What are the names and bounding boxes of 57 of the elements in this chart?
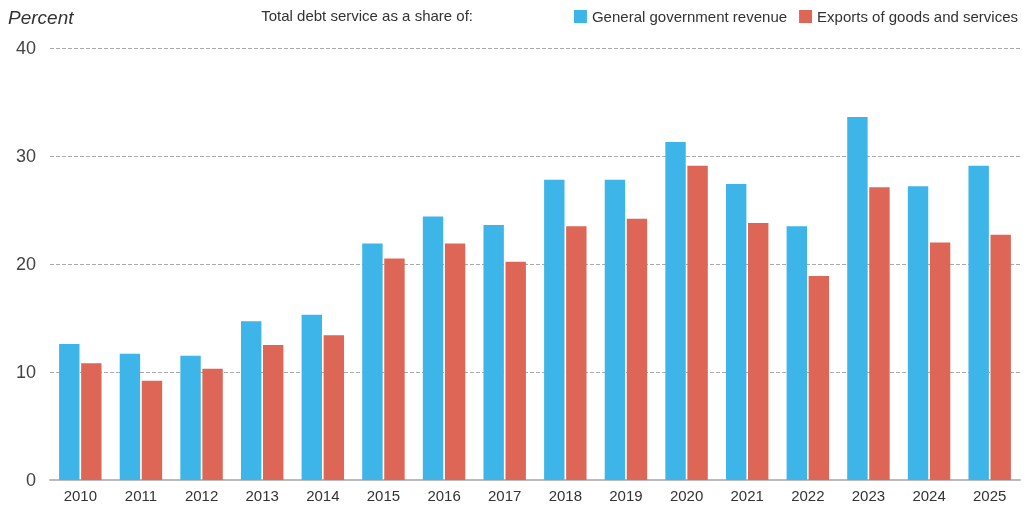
bar — [81, 363, 102, 480]
bar — [808, 275, 830, 480]
bar — [665, 141, 686, 480]
bar — [929, 242, 951, 480]
x-tick-label: 2022 — [791, 487, 825, 504]
bar — [362, 243, 383, 480]
x-tick-label: 2020 — [669, 487, 704, 504]
x-tick-label: 2015 — [366, 487, 401, 504]
bar — [180, 355, 201, 480]
x-tick-label: 2016 — [427, 487, 461, 504]
bar — [566, 226, 587, 480]
x-tick-label: 2025 — [973, 487, 1007, 504]
bar — [422, 216, 444, 480]
x-tick-label: 2012 — [184, 487, 219, 504]
bar — [907, 186, 929, 480]
bar — [786, 226, 807, 480]
bar — [444, 243, 466, 480]
bar — [990, 234, 1011, 480]
x-tick-label: 2019 — [609, 487, 643, 504]
bar — [847, 117, 868, 480]
x-tick-label: 2011 — [124, 487, 158, 504]
x-tick-label: 2021 — [730, 487, 764, 504]
bar — [869, 187, 890, 480]
x-tick-label: 2013 — [245, 487, 279, 504]
x-tick-label: 2018 — [548, 487, 582, 504]
bar — [202, 368, 223, 480]
bar — [626, 218, 648, 480]
bar — [604, 179, 626, 480]
bar — [483, 225, 504, 480]
legend-label: General government revenue — [591, 8, 788, 25]
legend-label: Exports of goods and services — [817, 8, 1019, 25]
bar — [384, 258, 405, 480]
y-tick-label: 20 — [15, 254, 36, 274]
x-tick-label: 2017 — [488, 487, 522, 504]
bar — [323, 335, 345, 480]
y-tick-label: 10 — [15, 362, 36, 382]
bar — [240, 321, 262, 480]
y-tick-label: 40 — [15, 38, 36, 58]
bar — [505, 261, 526, 480]
bar — [968, 165, 989, 480]
bar — [301, 314, 322, 480]
x-tick-label: 2023 — [851, 487, 886, 504]
x-tick-label: 2024 — [912, 487, 946, 504]
bar — [263, 345, 284, 480]
legend-title: Total debt service as a share of: — [261, 7, 473, 24]
x-tick-label: 2014 — [306, 487, 340, 504]
x-tick-label: 2010 — [63, 487, 97, 504]
bar — [141, 380, 163, 480]
bar — [725, 184, 747, 480]
bar — [687, 165, 708, 480]
y-axis-title: Percent — [8, 7, 75, 28]
bar — [544, 179, 565, 480]
bar — [748, 222, 769, 480]
bar — [59, 343, 80, 480]
bar — [119, 353, 141, 480]
y-tick-label: 0 — [25, 470, 36, 490]
y-tick-label: 30 — [15, 146, 36, 166]
